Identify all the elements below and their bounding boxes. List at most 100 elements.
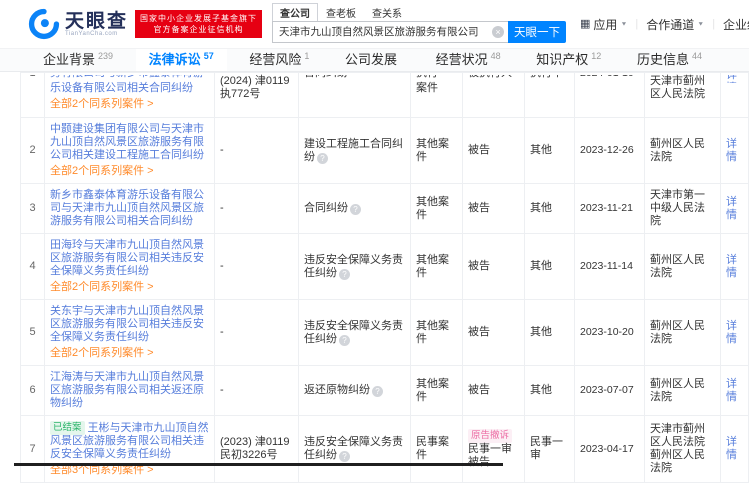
gov-badge-line1: 国家中小企业发展子基金旗下 bbox=[140, 14, 258, 23]
search-tab-company[interactable]: 查公司 bbox=[272, 2, 319, 21]
cell-case-status: 其他 bbox=[524, 299, 575, 366]
cell-row-number: 4 bbox=[20, 233, 45, 300]
cell-case-type: 民事案件 bbox=[410, 415, 463, 483]
series-cases-link[interactable]: 全部2个同系列案件 > bbox=[50, 98, 154, 110]
cell-cause-of-action: 返还原物纠纷? bbox=[298, 365, 411, 416]
table-row: 6 江海涛与天津市九山顶自然风景区旅游服务有限公司相关返还原物纠纷 - 返还原物纠纷?… bbox=[20, 365, 749, 416]
party-role-text: 被告 bbox=[468, 260, 490, 272]
cell-case-name: 已结案 王彬与天津市九山顶自然风景区旅游服务有限公司相关违反安全保障义务责任纠纷全… bbox=[44, 415, 215, 483]
series-cases-link[interactable]: 全部2个同系列案件 > bbox=[50, 165, 154, 177]
menu-partnership[interactable]: 合作通道 ▼ bbox=[646, 16, 704, 33]
cell-court: 蓟州区人民法院 bbox=[644, 117, 721, 184]
party-role-text: 被告 bbox=[468, 384, 490, 396]
tab-label: 经营状况 bbox=[435, 52, 488, 67]
tianyancha-logo[interactable]: 天眼查 TianYanCha.com bbox=[28, 8, 128, 40]
party-role-text: 被告 bbox=[468, 202, 490, 214]
tab-intellectual-property[interactable]: 知识产权 12 bbox=[523, 49, 614, 71]
cell-court: 蓟州区人民法院 bbox=[644, 365, 721, 416]
clipped-text-fragment: 执行中 bbox=[530, 75, 569, 80]
case-name-link[interactable]: 江海涛与天津市九山顶自然风景区旅游服务有限公司相关返还原物纠纷 bbox=[50, 371, 204, 409]
cell-case-name: 新乡市鑫泰体育游乐设备有限公司与天津市九山顶自然风景区旅游服务有限公司相关合同纠… bbox=[44, 183, 215, 234]
search-tabs: 查公司 查老板 查关系 bbox=[272, 2, 566, 21]
cell-case-status: 执行中 bbox=[524, 72, 575, 118]
court-name: 天津市蓟州区人民法院 bbox=[650, 423, 705, 448]
tab-company-background[interactable]: 企业背景 239 bbox=[30, 49, 126, 71]
tab-company-development[interactable]: 公司发展 bbox=[332, 49, 413, 71]
case-name-link[interactable]: 中颢建设集团有限公司与天津市九山顶自然风景区旅游服务有限公司相关建设工程施工合同… bbox=[50, 123, 204, 161]
cell-date: 2023-11-21 bbox=[574, 183, 645, 234]
chevron-down-icon: ▼ bbox=[697, 21, 705, 27]
detail-link[interactable]: 详情 bbox=[726, 253, 737, 279]
tab-count-badge: 1 bbox=[304, 51, 310, 61]
cell-party-role: 被告 bbox=[462, 299, 525, 366]
cell-detail: 详情 bbox=[720, 299, 749, 366]
case-name-link[interactable]: 乐设备有限公司相关合同纠纷 bbox=[50, 82, 193, 94]
tab-count-badge: 12 bbox=[591, 51, 602, 61]
tab-operational-risk[interactable]: 经营风险 1 bbox=[236, 49, 322, 71]
search-tab-relation[interactable]: 查关系 bbox=[372, 8, 403, 20]
cell-case-number: - bbox=[214, 365, 299, 416]
tab-history-info[interactable]: 历史信息 44 bbox=[624, 49, 715, 71]
search-area: 查公司 查老板 查关系 × 天眼一下 bbox=[272, 2, 567, 43]
help-icon[interactable]: ? bbox=[339, 451, 350, 462]
series-cases-link[interactable]: 全部2个同系列案件 > bbox=[50, 281, 154, 293]
clipped-text: 执行 bbox=[416, 75, 457, 80]
cell-date: 2023-10-20 bbox=[574, 299, 645, 366]
tab-business-status[interactable]: 经营状况 48 bbox=[423, 49, 514, 71]
cell-detail: 详情 bbox=[720, 183, 749, 234]
date-text: 2023-07-07 bbox=[580, 384, 634, 396]
series-cases-link[interactable]: 全部2个同系列案件 > bbox=[50, 347, 154, 359]
clipped-text-fragment: 1 bbox=[26, 75, 39, 80]
search-tab-boss[interactable]: 查老板 bbox=[326, 8, 357, 20]
detail-link[interactable]: 详情 bbox=[726, 319, 737, 345]
date-text: 2023-12-26 bbox=[580, 144, 634, 156]
cell-date: 2024-01-10 bbox=[574, 72, 645, 118]
clipped-text-fragment: 务有限公司与新乡市鑫泰体育游 bbox=[50, 75, 209, 80]
menu-apps[interactable]: ▦ 应用 ▼ bbox=[580, 16, 627, 33]
cause-text: 建设工程施工合同纠纷 bbox=[304, 137, 403, 163]
detail-link[interactable]: 详情 bbox=[726, 436, 737, 461]
cell-party-role: 被执行人 bbox=[462, 72, 525, 118]
clear-search-icon[interactable]: × bbox=[492, 25, 505, 38]
cell-party-role: 被告 bbox=[462, 183, 525, 234]
search-input[interactable] bbox=[272, 20, 509, 43]
cell-row-number: 2 bbox=[20, 117, 45, 184]
cell-case-number: - bbox=[214, 183, 299, 234]
cell-row-number: 7 bbox=[20, 415, 45, 483]
case-status-text: 民事一审 bbox=[530, 436, 563, 461]
tab-legal-proceedings[interactable]: 法律诉讼 57 bbox=[135, 49, 227, 71]
tab-label: 知识产权 bbox=[536, 52, 589, 67]
clipped-text: 被执行人 bbox=[468, 75, 519, 80]
case-name-link[interactable]: 新乡市鑫泰体育游乐设备有限公司与天津市九山顶自然风景区旅游服务有限公司相关合同纠… bbox=[50, 189, 204, 227]
menu-enterprise-products-label: 企业级产品 bbox=[723, 17, 749, 32]
case-name-link[interactable]: 王彬与天津市九山顶自然风景区旅游服务有限公司相关违反安全保障义务责任纠纷 bbox=[50, 422, 209, 460]
date-text: 2023-11-14 bbox=[580, 260, 633, 272]
gov-badge-line2: 官方备案企业征信机构 bbox=[153, 25, 244, 34]
clipped-text: 2024-01-10 bbox=[580, 75, 639, 80]
help-icon[interactable]: ? bbox=[339, 268, 350, 280]
cell-row-number: 6 bbox=[20, 365, 45, 416]
cell-case-status: 其他 bbox=[524, 183, 575, 234]
top-menu: ▦ 应用 ▼ | 合作通道 ▼ | 企业级产品 ▼ | ♛ 开通会员 ▼ | ▼ bbox=[580, 16, 749, 33]
help-icon[interactable]: ? bbox=[339, 334, 350, 346]
help-icon[interactable]: ? bbox=[317, 152, 328, 164]
case-type-text: 民事案件 bbox=[416, 436, 449, 461]
detail-link[interactable]: 详情 bbox=[726, 195, 737, 221]
cell-court: 蓟州区人民法院 bbox=[644, 233, 721, 300]
date-text: 2023-11-21 bbox=[580, 202, 633, 214]
legal-proceedings-panel: 1务有限公司与新乡市鑫泰体育游乐设备有限公司相关合同纠纷全部2个同系列案件 >(… bbox=[0, 72, 749, 483]
case-status-text: 其他 bbox=[530, 260, 552, 272]
detail-link[interactable]: 详情 bbox=[726, 377, 737, 403]
detail-link[interactable]: 详情 bbox=[726, 137, 737, 163]
help-icon[interactable]: ? bbox=[350, 204, 361, 215]
cell-detail: 详情 bbox=[720, 72, 749, 118]
cell-detail: 详情 bbox=[720, 415, 749, 483]
party-role-text: 被告 bbox=[468, 326, 490, 338]
search-button[interactable]: 天眼一下 bbox=[508, 20, 567, 43]
menu-enterprise-products[interactable]: 企业级产品 ▼ bbox=[723, 16, 749, 33]
cause-text: 合同纠纷 bbox=[304, 202, 348, 214]
help-icon[interactable]: ? bbox=[372, 386, 383, 397]
table-row: 5 关东宇与天津市九山顶自然风景区旅游服务有限公司相关违反安全保障义务责任纠纷 全部… bbox=[20, 299, 749, 366]
case-name-link[interactable]: 田海玲与天津市九山顶自然风景区旅游服务有限公司相关违反安全保障义务责任纠纷 bbox=[50, 239, 204, 277]
case-name-link[interactable]: 关东宇与天津市九山顶自然风景区旅游服务有限公司相关违反安全保障义务责任纠纷 bbox=[50, 305, 204, 343]
